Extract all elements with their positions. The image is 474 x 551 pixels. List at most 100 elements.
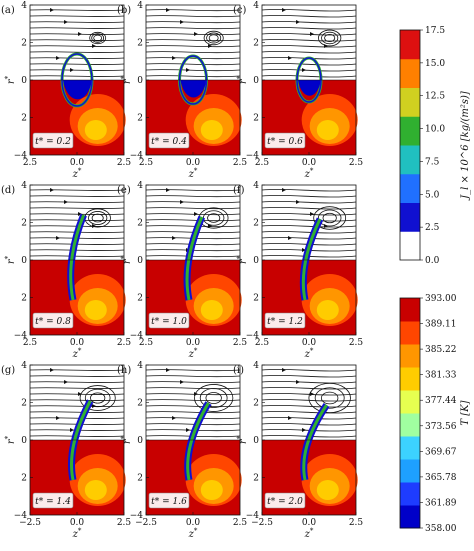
streamline-arrow xyxy=(78,32,82,36)
streamline xyxy=(29,51,125,53)
x-axis-label: z* xyxy=(188,167,198,180)
panel-label: (d) xyxy=(1,185,15,196)
vortex-streamline xyxy=(91,213,104,223)
streamline-arrow xyxy=(194,32,198,36)
streamline xyxy=(29,387,125,389)
streamline-arrow xyxy=(50,8,54,12)
streamline-arrow xyxy=(302,68,306,72)
droplet-cold-core xyxy=(63,80,92,100)
streamline xyxy=(261,212,357,216)
streamline xyxy=(29,207,125,209)
streamline-arrow xyxy=(296,200,300,204)
panel-d: (d) t* = 0.8 4 2 0 2 −4 r* 2.5 0.0 2.5 z* xyxy=(1,181,131,360)
y-tick-label: −4 xyxy=(14,331,28,341)
colorbar-segment xyxy=(400,30,420,60)
x-tick-label: 0.0 xyxy=(186,158,201,168)
streamline xyxy=(261,44,357,48)
y-tick-label: 2 xyxy=(21,114,27,124)
streamline xyxy=(145,39,241,42)
streamline xyxy=(261,416,357,420)
y-tick-label: 2 xyxy=(137,399,143,409)
y-tick-label: 2 xyxy=(137,474,143,484)
colorbar-tick-label: 393.00 xyxy=(425,294,457,304)
streamline xyxy=(145,189,241,192)
streamline xyxy=(261,62,357,66)
y-tick-label: 2 xyxy=(21,219,27,229)
streamline-region xyxy=(30,5,124,80)
time-label-text: t* = 2.0 xyxy=(267,497,303,507)
x-axis-label: z* xyxy=(188,347,198,360)
streamline xyxy=(29,57,125,59)
streamline xyxy=(29,219,125,221)
streamline xyxy=(145,417,241,420)
streamline xyxy=(261,428,357,432)
y-tick-label: −4 xyxy=(14,151,28,161)
colorbar-frame xyxy=(399,29,421,261)
time-label: t* = 0.2 xyxy=(32,132,74,149)
streamline xyxy=(145,195,241,198)
streamline xyxy=(261,32,357,36)
colorbar-tick-label: 381.33 xyxy=(425,371,457,381)
wake-center xyxy=(200,480,223,500)
colorbar-segment xyxy=(400,482,420,506)
y-axis-label: r* xyxy=(4,435,17,444)
streamline-arrow xyxy=(288,236,292,240)
panel-grid: (a) t* = 0.2 4 2 0 2 −4 r* 2.5 0.0 2.5 z* (b) t* = 0.… xyxy=(1,1,363,540)
streamline-region xyxy=(146,5,240,80)
time-label-text: t* = 0.6 xyxy=(267,137,303,147)
vortex-streamline xyxy=(318,29,342,47)
streamline-arrow xyxy=(70,428,74,432)
vortex-streamline xyxy=(91,33,105,43)
vortex-streamline xyxy=(324,33,336,43)
panel-b: (b) t* = 0.4 4 2 0 2 −4 r* 2.5 0.0 2.5 z* xyxy=(117,1,247,180)
vortex-streamline xyxy=(208,34,219,42)
streamline-arrow xyxy=(310,212,314,216)
streamline xyxy=(261,188,357,192)
streamline xyxy=(261,14,357,18)
y-tick-label: 0 xyxy=(137,436,143,446)
streamline xyxy=(261,74,357,78)
colorbar-label: T [K] xyxy=(460,400,471,425)
x-tick-label: −2.5 xyxy=(19,518,41,528)
x-tick-label: 2.5 xyxy=(255,338,270,348)
wake-center xyxy=(200,120,223,140)
streamline xyxy=(261,398,357,402)
x-tick-label: 2.5 xyxy=(139,158,154,168)
streamline xyxy=(261,8,357,12)
colorbar-tick-label: 0.0 xyxy=(425,256,440,266)
streamline xyxy=(29,189,125,191)
colorbar-segment xyxy=(400,367,420,391)
vortex-streamline xyxy=(84,388,111,408)
streamline xyxy=(29,69,125,71)
colorbar-tick-label: 358.00 xyxy=(425,524,457,534)
y-tick-label: 2 xyxy=(137,294,143,304)
streamline-arrow xyxy=(92,404,96,408)
streamline-arrow xyxy=(302,248,306,252)
y-axis-label: r* xyxy=(236,75,249,84)
vortex-streamline xyxy=(194,384,234,412)
y-tick-label: 4 xyxy=(21,1,27,11)
streamline xyxy=(145,57,241,60)
streamline xyxy=(29,423,125,425)
streamline xyxy=(145,207,241,210)
colorbar-label: J_l × 10^6 [kg/(m²s)] xyxy=(460,91,471,201)
streamline-arrow xyxy=(50,188,54,192)
y-tick-label: 0 xyxy=(253,76,259,86)
liquid-sheet-flux xyxy=(69,214,85,301)
colorbar-tick-label: 15.0 xyxy=(425,59,445,69)
colorbar-tick-label: 361.89 xyxy=(425,498,457,508)
y-tick-label: 2 xyxy=(21,474,27,484)
streamline xyxy=(261,194,357,198)
y-tick-label: 2 xyxy=(137,39,143,49)
streamline-arrow xyxy=(282,188,286,192)
x-tick-label: −2.5 xyxy=(251,518,273,528)
panel-label: (f) xyxy=(233,185,245,196)
streamline-arrow xyxy=(296,20,300,24)
vortex-streamline xyxy=(93,34,103,42)
streamline xyxy=(145,375,241,378)
streamline xyxy=(261,206,357,210)
time-label-text: t* = 1.2 xyxy=(267,317,303,327)
streamline-region xyxy=(262,5,356,80)
streamline-arrow xyxy=(64,200,68,204)
streamline-arrow xyxy=(310,32,314,36)
